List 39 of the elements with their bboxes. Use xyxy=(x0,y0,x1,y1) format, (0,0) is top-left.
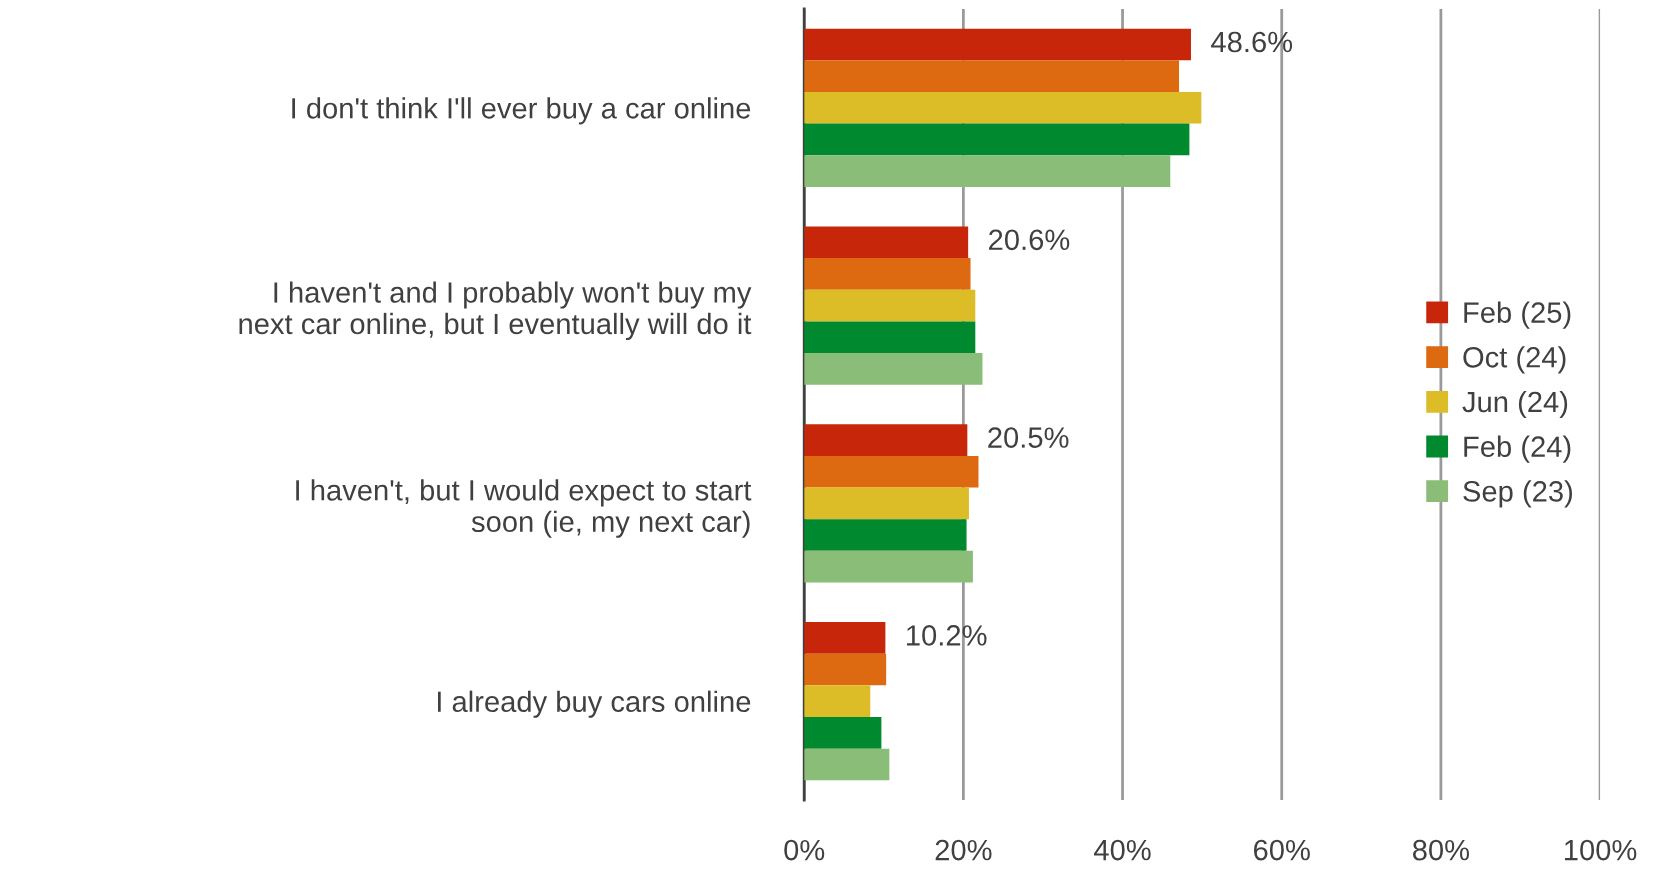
legend-label: Sep (23) xyxy=(1463,480,1573,508)
x-tick-label: 100% xyxy=(1564,839,1637,861)
x-tick-label: 0% xyxy=(784,839,825,861)
bar xyxy=(804,519,967,551)
bar xyxy=(804,353,983,385)
bar xyxy=(804,321,976,354)
bar xyxy=(804,550,973,583)
y-tick-label: I already buy cars online xyxy=(437,690,751,718)
bar xyxy=(804,424,968,456)
y-tick-label: I haven't, but I would expect to start soon (ie, my next car) xyxy=(296,479,752,538)
bar xyxy=(804,455,979,488)
y-tick-label: I don't think I'll ever buy a car online xyxy=(292,97,751,125)
bar xyxy=(804,123,1190,156)
bar xyxy=(804,60,1180,92)
bar xyxy=(804,717,882,749)
bar xyxy=(804,685,871,718)
bar xyxy=(804,653,887,686)
bar xyxy=(804,155,1171,187)
bar xyxy=(804,28,1191,61)
x-tick-label: 80% xyxy=(1412,839,1470,861)
y-tick-label: I haven't and I probably won't buy my next car online, but I eventually will do it xyxy=(239,281,752,341)
bar xyxy=(804,289,976,322)
bar xyxy=(804,91,1202,124)
x-tick-label: 20% xyxy=(935,839,992,861)
legend-label: Oct (24) xyxy=(1463,346,1566,374)
bar xyxy=(804,487,969,520)
data-label: 20.5% xyxy=(988,427,1069,448)
legend-label: Feb (24) xyxy=(1464,435,1571,463)
bar xyxy=(804,258,971,290)
legend-label: Jun (24) xyxy=(1462,390,1568,419)
bar xyxy=(804,748,890,781)
data-label: 48.6% xyxy=(1211,31,1293,53)
data-label: 10.2% xyxy=(907,625,987,646)
bar xyxy=(804,622,886,654)
x-tick-label: 40% xyxy=(1094,839,1151,861)
legend-label: Feb (25) xyxy=(1464,301,1571,329)
bar xyxy=(804,226,969,259)
x-tick-label: 60% xyxy=(1254,839,1310,861)
data-label: 20.6% xyxy=(989,229,1070,251)
